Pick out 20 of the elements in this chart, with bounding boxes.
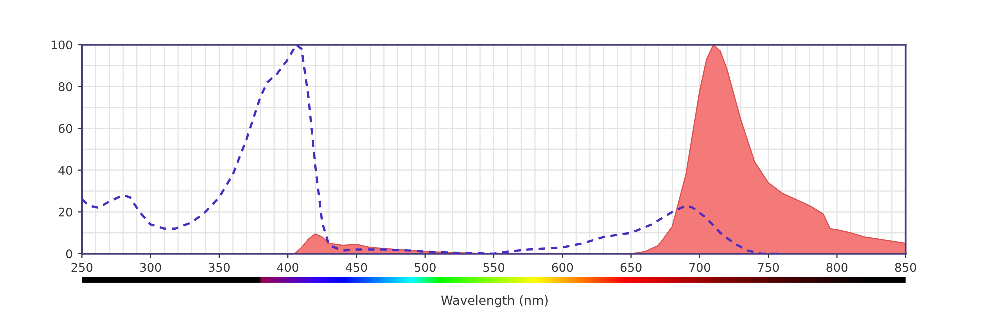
x-tick-label: 800 (826, 263, 848, 272)
x-tick-label: 400 (277, 263, 299, 272)
x-tick-label: 850 (895, 263, 916, 272)
x-tick-label: 250 (72, 263, 93, 272)
x-tick-label: 650 (620, 263, 642, 272)
x-tick-label: 300 (140, 263, 162, 272)
x-tick-label: 350 (209, 263, 230, 272)
y-tick-label: 80 (58, 82, 72, 92)
y-tick-label: 60 (58, 124, 72, 134)
y-tick-label: 40 (58, 166, 72, 176)
x-tick-label: 750 (758, 263, 780, 272)
x-tick-label: 600 (552, 263, 574, 272)
x-tick-label: 450 (346, 263, 368, 272)
x-axis-title: Wavelength (nm) (441, 296, 548, 308)
x-tick-label: 500 (415, 263, 436, 272)
y-tick-label: 100 (52, 40, 72, 50)
x-tick-label: 550 (484, 263, 504, 272)
x-tick-label: 700 (690, 263, 710, 272)
y-tick-label: 20 (58, 208, 72, 217)
y-tick-label: 0 (66, 250, 72, 259)
